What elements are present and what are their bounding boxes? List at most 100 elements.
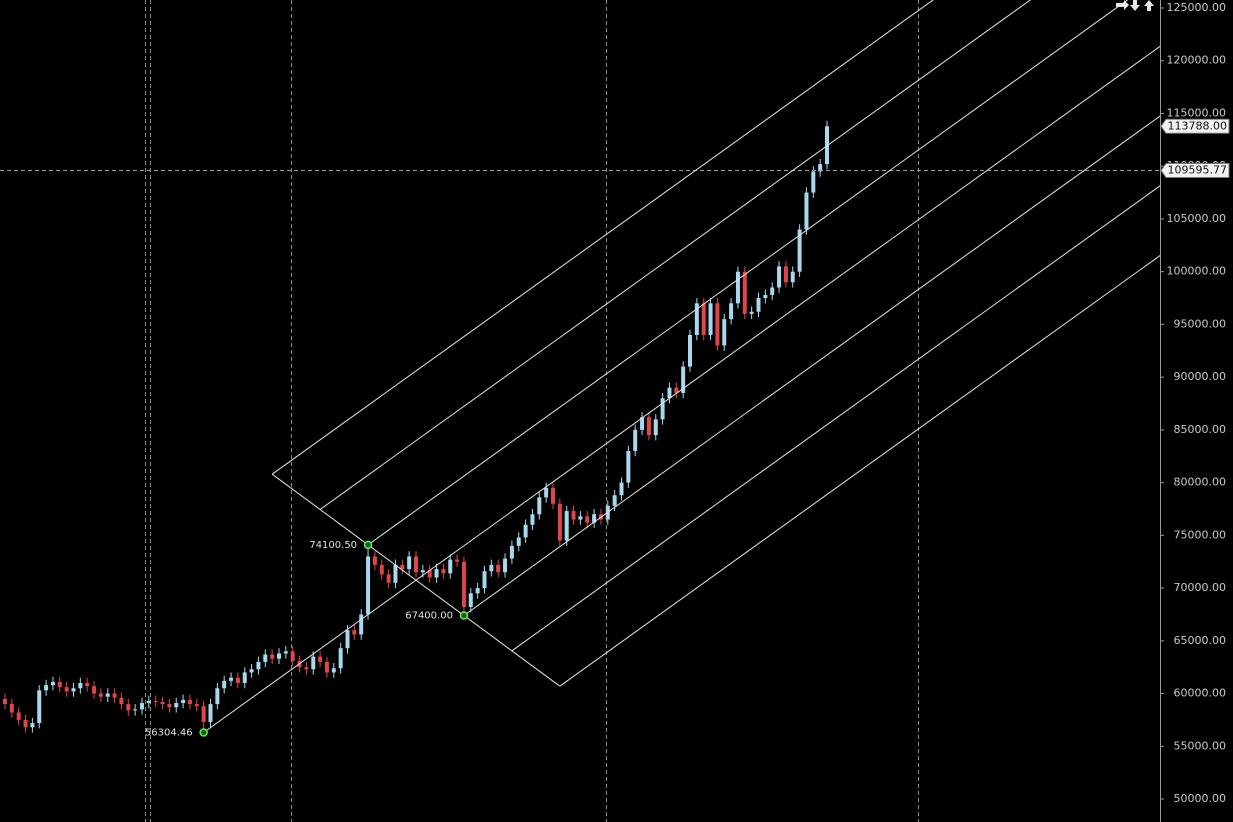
last-price-box [1160, 118, 1230, 134]
candle-body [30, 723, 35, 728]
candle-body [235, 677, 240, 683]
candle-body [160, 701, 165, 705]
crosshair-price-label: 109595.77 [1168, 163, 1228, 176]
candle-body [770, 287, 775, 295]
candle-body [222, 680, 227, 689]
candle-body [57, 681, 62, 688]
candle-body [448, 559, 453, 574]
candle-body [660, 398, 665, 420]
candle-body [85, 682, 90, 687]
pivot-label: 56304.46 [145, 728, 193, 739]
candle-body [571, 511, 576, 520]
candle-body [194, 704, 199, 707]
candle-body [71, 688, 76, 692]
candle-body [112, 693, 117, 698]
candle-body [400, 564, 405, 570]
candle-body [92, 686, 97, 694]
candle-body [181, 699, 186, 704]
candle-body [626, 450, 631, 483]
candle-body [270, 654, 275, 659]
candle-body [379, 564, 384, 575]
y-tick-label: 60000.00 [1174, 687, 1227, 700]
pitchfork-median [203, 45, 1160, 733]
candle-body [811, 171, 816, 193]
vertical-grid [145, 0, 919, 822]
candle-body [633, 429, 638, 451]
candle-body [126, 704, 131, 711]
pitchfork-line [319, 0, 1032, 510]
candle-body [283, 651, 288, 654]
y-tick-label: 75000.00 [1174, 528, 1227, 541]
candle-body [256, 661, 261, 670]
arrow-right-button[interactable] [1116, 0, 1129, 10]
candle-body [277, 653, 281, 659]
candle-body [140, 703, 144, 710]
pitchfork-line [511, 185, 1160, 652]
y-tick-label: 50000.00 [1174, 792, 1227, 805]
candle-body [530, 514, 535, 525]
candle-body [78, 682, 83, 689]
candle-body [119, 697, 124, 705]
candle-body [455, 559, 460, 562]
candle-body [420, 570, 425, 573]
candle-body [797, 229, 802, 272]
candle-body [640, 417, 645, 430]
candle-body [783, 266, 788, 283]
candle-body [537, 497, 542, 515]
candle-body [3, 698, 7, 705]
candle-body [612, 495, 617, 506]
candle-body [557, 503, 562, 541]
y-tick-label: 65000.00 [1174, 634, 1227, 647]
candle-body [414, 556, 418, 573]
candle-body [722, 319, 727, 346]
candle-body [338, 648, 343, 669]
y-tick-label: 55000.00 [1174, 739, 1227, 752]
candle-body [688, 334, 692, 367]
candle-body [215, 688, 220, 705]
candle-body [777, 266, 782, 288]
candle-body [475, 588, 480, 594]
candle-body [37, 690, 42, 724]
pivot-label: 67400.00 [405, 610, 453, 621]
y-tick-label: 125000.00 [1167, 1, 1227, 14]
candle-body [345, 630, 350, 649]
candle-body [352, 630, 357, 635]
candle-body [825, 126, 829, 165]
candle-body [153, 700, 158, 702]
overlay: 50000.00 55000.00 60000.00 65000.00 70000.00… [145, 1, 1230, 805]
candle-body [551, 487, 555, 504]
candle-body [427, 570, 432, 578]
candle-body [50, 681, 55, 686]
candle-body [105, 693, 110, 697]
candle-body [667, 387, 672, 399]
y-tick-label: 105000.00 [1167, 212, 1227, 225]
candle-body [681, 366, 686, 393]
candle-body [790, 271, 795, 283]
y-tick-label: 90000.00 [1174, 370, 1227, 383]
candle-body [393, 564, 398, 583]
candle-body [359, 614, 364, 635]
pivot-label: 74100.50 [309, 540, 357, 551]
y-tick-label: 95000.00 [1174, 317, 1227, 330]
candle-body [461, 561, 466, 608]
toolbar-arrows[interactable] [1116, 0, 1154, 11]
candle-body [708, 303, 713, 335]
candle-body [167, 704, 172, 708]
candle-body [311, 656, 316, 670]
candle-body [16, 712, 21, 720]
candle-body [585, 516, 590, 523]
arrow-up-button[interactable] [1144, 0, 1154, 11]
candle-body [229, 677, 234, 681]
y-tick-label: 115000.00 [1167, 106, 1227, 119]
candle-body [804, 192, 809, 230]
pivot-marker [459, 611, 469, 620]
candle-body [564, 511, 569, 541]
candle-body [133, 709, 138, 711]
candle-body [290, 651, 295, 661]
candle-body [523, 524, 528, 538]
candle-body [735, 271, 740, 304]
candle-body [653, 419, 658, 436]
candle-body [674, 387, 679, 393]
arrow-down-button[interactable] [1130, 0, 1140, 11]
